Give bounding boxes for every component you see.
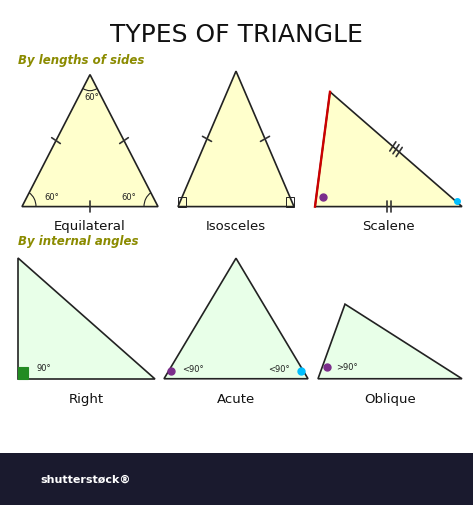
Polygon shape xyxy=(164,258,308,379)
Text: Acute: Acute xyxy=(217,392,255,406)
Bar xyxy=(0,453,473,505)
Text: 60°: 60° xyxy=(121,193,136,201)
Polygon shape xyxy=(18,258,155,379)
Text: 90°: 90° xyxy=(36,364,51,373)
Polygon shape xyxy=(318,304,462,379)
Text: Isosceles: Isosceles xyxy=(206,220,266,233)
Text: Scalene: Scalene xyxy=(362,220,414,233)
Text: By lengths of sides: By lengths of sides xyxy=(18,54,144,67)
Text: <90°: <90° xyxy=(182,365,203,374)
Text: By internal angles: By internal angles xyxy=(18,235,139,248)
Text: >90°: >90° xyxy=(336,363,358,372)
Text: <90°: <90° xyxy=(268,365,290,374)
Polygon shape xyxy=(178,71,294,207)
Text: shutterstøck®: shutterstøck® xyxy=(40,475,131,485)
Text: 60°: 60° xyxy=(85,93,99,102)
Polygon shape xyxy=(18,367,28,379)
Text: Equilateral: Equilateral xyxy=(54,220,126,233)
Text: Oblique: Oblique xyxy=(364,392,416,406)
Text: Right: Right xyxy=(69,392,104,406)
Polygon shape xyxy=(22,75,158,207)
Text: TYPES OF TRIANGLE: TYPES OF TRIANGLE xyxy=(110,23,362,47)
Polygon shape xyxy=(315,92,462,207)
Text: 60°: 60° xyxy=(44,193,59,201)
